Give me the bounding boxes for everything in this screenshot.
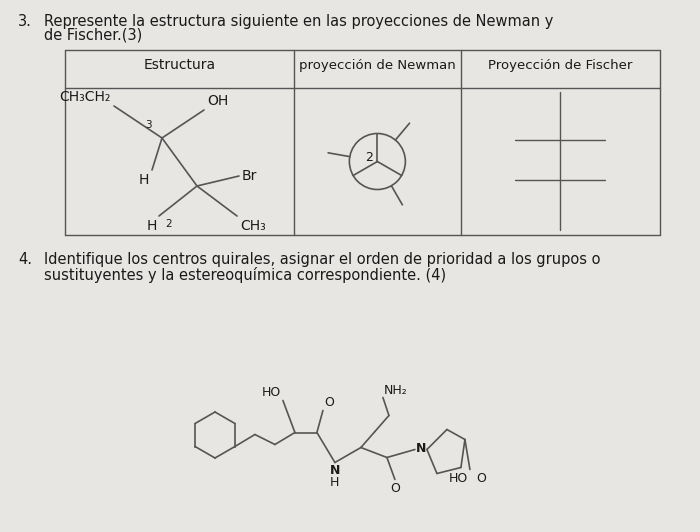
Text: 3.: 3. bbox=[18, 14, 32, 29]
Text: Estructura: Estructura bbox=[144, 58, 216, 72]
Text: OH: OH bbox=[207, 94, 228, 108]
Text: de Fischer.(3): de Fischer.(3) bbox=[44, 28, 142, 43]
Text: 3: 3 bbox=[146, 120, 152, 130]
Text: CH₃CH₂: CH₃CH₂ bbox=[60, 90, 111, 104]
Text: CH₃: CH₃ bbox=[240, 219, 266, 233]
Text: H: H bbox=[146, 219, 157, 233]
Text: Proyección de Fischer: Proyección de Fischer bbox=[488, 59, 633, 71]
Text: Represente la estructura siguiente en las proyecciones de Newman y: Represente la estructura siguiente en la… bbox=[44, 14, 554, 29]
Text: NH₂: NH₂ bbox=[384, 384, 407, 396]
Text: N: N bbox=[330, 463, 340, 477]
Text: Br: Br bbox=[242, 169, 258, 183]
Text: Identifique los centros quirales, asignar el orden de prioridad a los grupos o: Identifique los centros quirales, asigna… bbox=[44, 252, 601, 267]
Text: H: H bbox=[139, 173, 149, 187]
Text: proyección de Newman: proyección de Newman bbox=[299, 59, 456, 71]
Text: 4.: 4. bbox=[18, 252, 32, 267]
Text: HO: HO bbox=[449, 471, 468, 485]
Text: O: O bbox=[324, 396, 334, 410]
Text: H: H bbox=[330, 476, 340, 488]
Text: HO: HO bbox=[262, 387, 281, 400]
Text: 2: 2 bbox=[165, 219, 172, 229]
Text: sustituyentes y la estereoquímica correspondiente. (4): sustituyentes y la estereoquímica corres… bbox=[44, 267, 446, 283]
Text: O: O bbox=[476, 471, 486, 485]
Text: 2: 2 bbox=[365, 151, 373, 164]
Text: N: N bbox=[416, 442, 426, 455]
Text: O: O bbox=[390, 481, 400, 495]
